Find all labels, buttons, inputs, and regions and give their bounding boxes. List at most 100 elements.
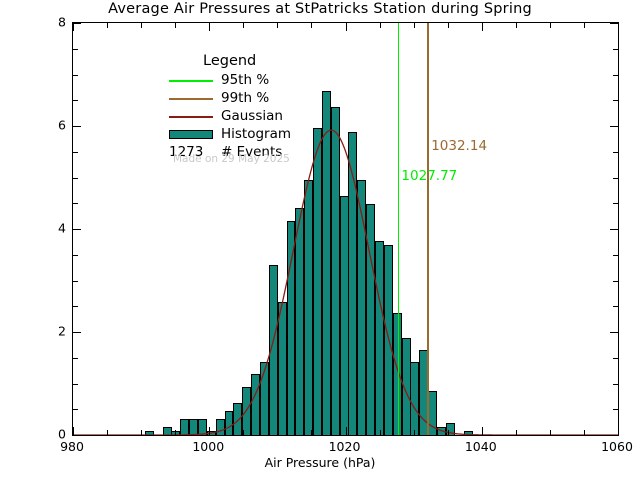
axis-tick bbox=[311, 430, 313, 435]
event-count-value: 1273 bbox=[169, 144, 204, 160]
axis-tick bbox=[481, 427, 483, 435]
axis-tick bbox=[413, 23, 415, 28]
axis-tick bbox=[613, 254, 618, 256]
axis-tick bbox=[610, 229, 618, 230]
axis-tick bbox=[447, 430, 449, 435]
histogram-bar bbox=[268, 265, 278, 435]
axis-tick bbox=[515, 23, 517, 28]
histogram-bar bbox=[375, 240, 385, 435]
x-axis-title: Air Pressure (hPa) bbox=[264, 455, 376, 470]
axis-tick bbox=[613, 151, 618, 153]
axis-tick bbox=[613, 357, 618, 359]
legend-swatch-line bbox=[169, 116, 213, 118]
legend-item: Gaussian bbox=[169, 108, 389, 126]
chart-title: Average Air Pressures at StPatricks Stat… bbox=[108, 1, 532, 17]
axis-tick bbox=[277, 430, 279, 435]
axis-tick bbox=[73, 306, 78, 308]
legend-swatch-line bbox=[169, 80, 213, 82]
axis-tick bbox=[73, 48, 78, 50]
axis-tick bbox=[73, 427, 74, 435]
axis-tick bbox=[515, 430, 517, 435]
gaussian-curve bbox=[73, 129, 618, 435]
watermark-made-on: Made on 29 May 2025 bbox=[173, 153, 290, 165]
x-tick-label: 1040 bbox=[464, 439, 497, 454]
legend-event-count: 1273 # Events bbox=[169, 144, 389, 162]
histogram-bar bbox=[445, 422, 455, 435]
axis-tick bbox=[243, 23, 245, 28]
axis-tick bbox=[583, 430, 585, 435]
legend-swatch-block bbox=[169, 130, 213, 139]
histogram-bar bbox=[251, 374, 261, 435]
axis-tick bbox=[549, 430, 551, 435]
axis-tick bbox=[73, 357, 78, 359]
histogram-bar bbox=[180, 419, 190, 435]
histogram-bar bbox=[286, 220, 296, 435]
axis-tick bbox=[345, 427, 347, 435]
axis-tick bbox=[141, 430, 143, 435]
axis-tick bbox=[610, 23, 618, 24]
histogram-bar bbox=[189, 419, 199, 435]
axis-tick bbox=[549, 23, 551, 28]
axis-tick bbox=[481, 23, 483, 31]
x-tick-label: 1060 bbox=[601, 439, 633, 454]
p95-value-label: 1027.77 bbox=[401, 168, 458, 184]
histogram-bar bbox=[392, 313, 402, 435]
axis-tick bbox=[447, 23, 449, 28]
histogram-bar bbox=[259, 362, 269, 435]
axis-tick bbox=[243, 430, 245, 435]
histogram-bar bbox=[215, 419, 225, 435]
axis-tick bbox=[73, 177, 78, 179]
histogram-bar bbox=[144, 430, 154, 435]
axis-tick bbox=[613, 409, 618, 411]
histogram-bar bbox=[463, 430, 473, 435]
histogram-bar bbox=[295, 208, 305, 435]
axis-tick bbox=[610, 126, 618, 127]
axis-tick bbox=[613, 203, 618, 205]
axis-tick bbox=[311, 23, 313, 28]
axis-tick bbox=[107, 23, 109, 28]
axis-tick bbox=[345, 23, 347, 31]
axis-tick bbox=[379, 430, 381, 435]
legend-swatch-line bbox=[169, 98, 213, 100]
p99-line bbox=[427, 23, 429, 435]
y-tick-label: 6 bbox=[58, 117, 66, 133]
axis-tick bbox=[73, 23, 74, 31]
p99-value-label: 1032.14 bbox=[431, 138, 488, 154]
axis-tick bbox=[73, 23, 81, 24]
histogram-bar bbox=[313, 127, 323, 435]
axis-tick bbox=[413, 430, 415, 435]
axis-tick bbox=[73, 229, 81, 230]
axis-tick bbox=[73, 126, 81, 127]
x-tick-label: 980 bbox=[60, 439, 84, 454]
x-tick-label: 1000 bbox=[192, 439, 225, 454]
axis-tick bbox=[379, 23, 381, 28]
p95-line bbox=[397, 23, 400, 435]
axis-tick bbox=[613, 100, 618, 102]
legend-item-label: 95th % bbox=[221, 72, 270, 88]
axis-tick bbox=[73, 383, 78, 385]
histogram-bar bbox=[348, 131, 358, 435]
y-tick-label: 0 bbox=[58, 426, 66, 442]
plot-clip bbox=[73, 23, 618, 435]
axis-tick bbox=[73, 151, 78, 153]
legend-items: 95th % 99th % Gaussian Histogram bbox=[169, 72, 389, 144]
x-tick-label: 1020 bbox=[328, 439, 361, 454]
axis-tick bbox=[107, 430, 109, 435]
histogram-bar bbox=[233, 402, 243, 435]
legend-header: Legend bbox=[203, 53, 257, 69]
histogram-bar bbox=[366, 204, 376, 435]
event-count-label: # Events bbox=[221, 144, 283, 160]
axis-tick bbox=[73, 332, 81, 333]
axis-tick bbox=[613, 280, 618, 282]
legend-item-label: 99th % bbox=[221, 90, 270, 106]
legend-item: 99th % bbox=[169, 90, 389, 108]
axis-tick bbox=[613, 48, 618, 50]
axis-tick bbox=[73, 254, 78, 256]
histogram-bar bbox=[321, 90, 331, 435]
axis-tick bbox=[73, 280, 78, 282]
y-tick-label: 2 bbox=[58, 323, 66, 339]
histogram-bar bbox=[224, 410, 234, 435]
legend-item-label: Histogram bbox=[221, 126, 292, 142]
plot-area: 1032.14 1027.77 Legend 95th % 99th % Gauss… bbox=[72, 22, 619, 436]
